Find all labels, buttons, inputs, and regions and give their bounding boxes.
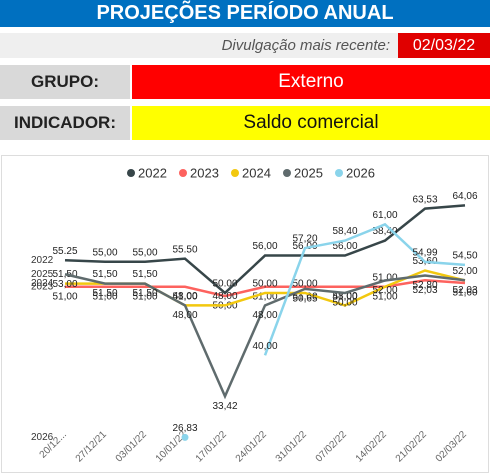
line [263, 222, 466, 356]
data-label: 57,20 [292, 234, 317, 245]
data-label: 51,00 [372, 272, 397, 283]
data-label: 50.00 [212, 279, 237, 290]
data-label: 52,80 [412, 280, 437, 291]
data-label: 50,00 [252, 279, 277, 290]
data-label: 48,00 [212, 291, 237, 302]
data-label: 58,40 [372, 226, 397, 237]
line [65, 279, 466, 298]
data-label: 52,00 [372, 285, 397, 296]
data-label: 50,00 [292, 279, 317, 290]
data-label: 51,00 [332, 291, 357, 302]
data-label: 52,03 [412, 285, 437, 296]
data-label: 52,03 [452, 285, 477, 296]
filter-value[interactable]: Externo [132, 65, 490, 99]
data-label: 63,53 [412, 194, 437, 205]
data-label: 56,00 [332, 241, 357, 252]
filter-indicator: INDICADOR: Saldo comercial [0, 106, 490, 140]
legend-label: 2026 [346, 165, 375, 180]
series-label: 2023 [31, 281, 54, 292]
data-label: 52,00 [452, 266, 477, 277]
legend-label: 2023 [190, 165, 219, 180]
data-label: 51,50 [132, 269, 157, 280]
series-label: 2026 [31, 432, 54, 443]
legend-marker [127, 169, 135, 177]
data-label: 54,99 [412, 247, 437, 258]
data-label: 50,65 [292, 294, 317, 305]
data-label: 51,00 [372, 291, 397, 302]
data-label: 51,00 [172, 291, 197, 302]
data-label: 51,00 [92, 291, 117, 302]
chart-frame [1, 155, 489, 473]
data-label: 55,00 [92, 247, 117, 258]
legend-marker [179, 169, 187, 177]
point [181, 433, 189, 441]
data-label: 26,83 [172, 423, 197, 434]
data-label: 56,00 [292, 241, 317, 252]
data-label: 51,00 [52, 291, 77, 302]
data-label: 51,00 [252, 291, 277, 302]
data-label: 48,00 [252, 310, 277, 321]
release-row: Divulgação mais recente: 02/03/22 [0, 33, 490, 58]
series-label: 2022 [31, 255, 54, 266]
data-label: 61,00 [372, 210, 397, 221]
data-label: 58,40 [332, 226, 357, 237]
data-label: 51,00 [132, 291, 157, 302]
filter-label: INDICADOR: [0, 106, 130, 140]
legend-marker [335, 169, 343, 177]
data-label: 51,50 [132, 288, 157, 299]
data-label: 55,00 [132, 247, 157, 258]
filter-value[interactable]: Saldo comercial [132, 106, 490, 140]
data-label: 40,00 [252, 341, 277, 352]
data-label: 51,00 [292, 291, 317, 302]
data-label: 33,42 [212, 401, 237, 412]
release-date: 02/03/22 [398, 33, 490, 58]
title-bar: PROJEÇÕES PERÍODO ANUAL [0, 0, 490, 27]
data-label: 50,00 [332, 298, 357, 309]
legend-marker [283, 169, 291, 177]
data-label: 56,00 [252, 241, 277, 252]
series-label: 2024 [31, 278, 54, 289]
data-label: 48,00 [172, 310, 197, 321]
line [64, 204, 466, 295]
data-label: 55.25 [52, 246, 77, 257]
filter-label: GRUPO: [0, 65, 130, 99]
data-label: 54,50 [452, 251, 477, 262]
data-label: 48,00 [332, 291, 357, 302]
legend-label: 2025 [294, 165, 323, 180]
filter-group: GRUPO: Externo [0, 65, 490, 99]
data-label: 55.50 [172, 244, 197, 255]
data-label: 51,50 [92, 288, 117, 299]
data-label: 51,50 [92, 269, 117, 280]
data-label: 51,60 [452, 288, 477, 299]
line [64, 273, 466, 400]
series-label: 2025 [31, 269, 54, 280]
legend-label: 2022 [138, 165, 167, 180]
legend-label: 2024 [242, 165, 271, 180]
release-label: Divulgação mais recente: [221, 37, 390, 54]
data-label: 48,00 [172, 291, 197, 302]
data-label: 53,00 [52, 279, 77, 290]
data-label: 64,06 [452, 191, 477, 202]
legend-marker [231, 169, 239, 177]
